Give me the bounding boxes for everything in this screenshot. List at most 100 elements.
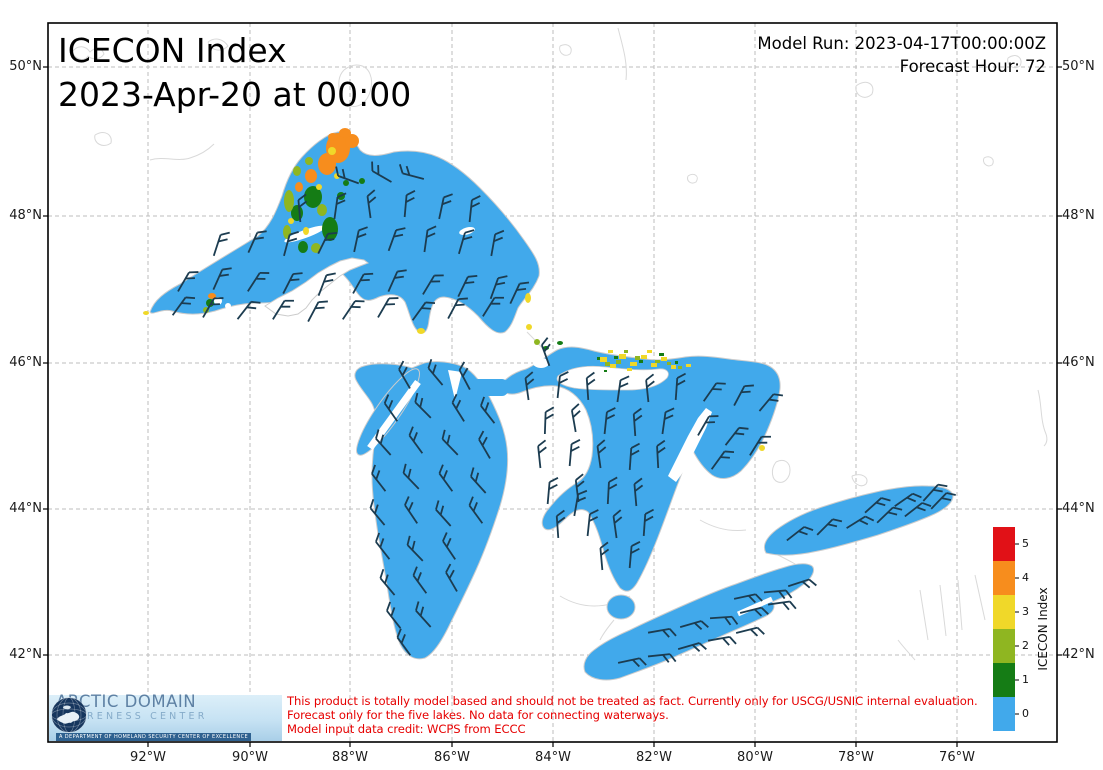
wind-barb (468, 195, 481, 223)
grand-traverse-bay-peninsula (448, 370, 462, 400)
lon-tick-label: 80°W (737, 750, 773, 765)
lon-tick-label: 86°W (434, 750, 470, 765)
wind-barb (679, 620, 709, 630)
wind-barb (633, 477, 644, 507)
ice-patch (305, 157, 313, 165)
ice-patch (525, 293, 531, 303)
wind-barb (537, 439, 547, 469)
wind-barb (333, 192, 347, 220)
wind-barb (403, 189, 416, 218)
model-run-info: Model Run: 2023-04-17T00:00:00Z Forecast… (757, 33, 1046, 79)
wind-barb (369, 498, 386, 526)
wind-barb (442, 532, 456, 560)
wind-barb (546, 476, 559, 505)
wind-barb (599, 541, 610, 571)
ice-patch (317, 204, 327, 216)
ice-patch (316, 184, 322, 190)
ice-patch (627, 368, 632, 371)
wind-barb (647, 627, 677, 638)
colorbar-segment (993, 663, 1015, 697)
ice-patch (295, 182, 303, 192)
wind-barb (616, 375, 630, 403)
wind-barb (904, 502, 932, 518)
wind-barb (468, 496, 484, 524)
wind-barb (710, 450, 735, 470)
wind-barb (317, 231, 338, 254)
faint-coastline (559, 44, 572, 56)
green-bay (356, 368, 420, 456)
lon-tick-label: 88°W (332, 750, 368, 765)
wind-barb (763, 589, 793, 600)
door-peninsula (367, 379, 421, 451)
faint-coastline (1007, 55, 1022, 69)
wind-barb (642, 508, 655, 537)
straits-of-mackinac (472, 379, 508, 396)
wind-barb (177, 271, 199, 292)
ice-patch (759, 445, 765, 451)
model-run-line: Model Run: 2023-04-17T00:00:00Z (757, 34, 1046, 53)
ice-patch (610, 364, 616, 368)
wind-barb (171, 296, 196, 316)
adac-logo: ARCTIC DOMAIN AWARENESS CENTER A DEPARTM… (49, 692, 282, 741)
ice-patch (293, 166, 301, 176)
wind-barb (733, 384, 754, 406)
ice-patch (284, 190, 294, 212)
wind-barb (632, 407, 643, 437)
lat-tick-label-left: 42°N (9, 647, 42, 662)
ice-patch (635, 356, 640, 360)
background-coastlines (71, 27, 1048, 661)
ice-patch (318, 153, 336, 175)
st-joseph-island (533, 358, 549, 368)
wind-barb (458, 361, 471, 390)
wind-barb (386, 601, 402, 629)
wind-barb (447, 297, 468, 319)
wind-barb (297, 193, 308, 223)
wind-barb (739, 606, 769, 617)
wind-barb (212, 231, 230, 257)
wind-barb (767, 600, 797, 611)
faint-coastline (897, 639, 916, 661)
ice-patch (597, 357, 600, 360)
ice-patch (604, 370, 607, 372)
wind-barb (457, 274, 478, 297)
wind-barb (749, 435, 771, 456)
wind-barb (585, 371, 596, 401)
wind-barb (677, 642, 707, 652)
colorbar-segment (993, 629, 1015, 663)
ice-patch (667, 362, 671, 365)
wind-barb (628, 442, 641, 471)
wind-barb (414, 392, 432, 419)
wind-barb (283, 230, 299, 257)
ice-patch (659, 353, 664, 356)
ice-patch (322, 217, 338, 241)
lat-tick-label-right: 48°N (1062, 208, 1095, 223)
ice-patch (671, 365, 676, 369)
ice-patch (345, 134, 359, 148)
lon-tick-label: 82°W (636, 750, 672, 765)
ice-patch (686, 364, 691, 367)
lat-tick-label-left: 48°N (9, 208, 42, 223)
colorbar (993, 527, 1019, 731)
wind-barb (478, 430, 491, 459)
wind-barb (404, 496, 418, 524)
logo-title: ARCTIC DOMAIN (56, 692, 197, 712)
faint-coastline (687, 173, 698, 184)
lon-tick-label: 92°W (130, 750, 166, 765)
wind-barb (596, 439, 607, 469)
wind-barb (398, 164, 425, 180)
wind-barb (556, 371, 569, 399)
plot-title: ICECON Index 2023-Apr-20 at 00:00 (58, 34, 411, 111)
ice-patch (288, 218, 294, 224)
ice-patch (678, 366, 682, 369)
disclaimer-line: Model input data credit: WCPS from ECCC (287, 722, 526, 737)
wind-barb (586, 509, 599, 537)
wind-barb (661, 407, 675, 435)
lat-tick-label-right: 42°N (1062, 647, 1095, 662)
ice-patch (359, 178, 365, 184)
faint-coastline (71, 46, 105, 60)
wind-barb (411, 301, 436, 321)
wind-barb (568, 438, 581, 467)
wind-barb (628, 540, 641, 569)
wind-barb (335, 166, 360, 185)
ice-patch (641, 355, 647, 359)
